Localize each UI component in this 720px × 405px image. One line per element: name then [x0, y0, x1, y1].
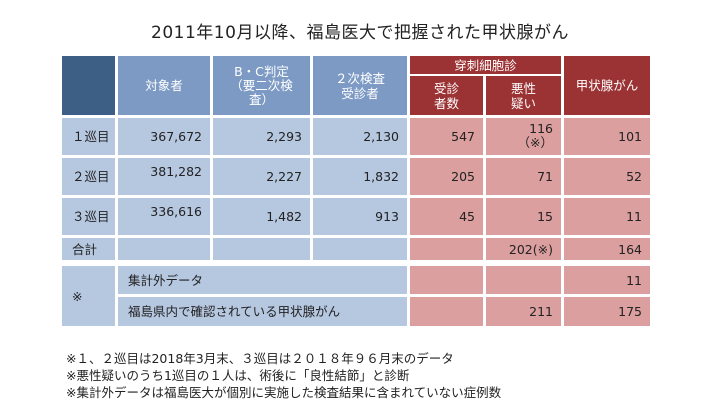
row3-fna: 45 [410, 198, 483, 235]
header-malignant-line2: 疑い [510, 95, 536, 111]
outside-malignant [486, 266, 561, 294]
total-fna [410, 238, 483, 260]
outside-fna [410, 266, 483, 294]
row2-second: 1,832 [313, 158, 407, 195]
header-bc-line1: B・C判定 [234, 63, 289, 79]
total-cancer: 164 [564, 238, 650, 260]
header-cancer: 甲状腺がん [564, 56, 650, 115]
header-second-line2: 受診者 [341, 85, 379, 101]
footnote-3: ※集計外データは福島医大が個別に実施した検査結果に含まれていない症例数 [66, 385, 502, 400]
row1-malignant-value: 116 [529, 121, 553, 136]
row2-fna: 205 [410, 158, 483, 195]
row3-second: 913 [313, 198, 407, 235]
row3-target: 336,616 [118, 198, 210, 235]
row3-malignant: 15 [486, 198, 561, 235]
row1-second: 2,130 [313, 118, 407, 155]
header-malignant: 悪性 疑い [486, 76, 561, 115]
row3-label: ３巡目 [62, 198, 115, 235]
row1-bc: 2,293 [213, 118, 310, 155]
header-corner [62, 56, 115, 115]
row1-cancer: 101 [564, 118, 650, 155]
header-target: 対象者 [118, 56, 210, 115]
outside-data-label: 集計外データ [118, 266, 407, 294]
header-fna-exam-line2: 者数 [433, 95, 459, 111]
row2-cancer: 52 [564, 158, 650, 195]
pref-malignant: 211 [486, 297, 561, 326]
row2-malignant: 71 [486, 158, 561, 195]
header-bc-line2: （要二次検 [230, 77, 293, 93]
total-malignant: 202(※) [486, 238, 561, 260]
pref-fna [410, 297, 483, 326]
header-malignant-line1: 悪性 [510, 80, 536, 96]
row1-malignant-note: （※） [517, 135, 553, 150]
pref-label: 福島県内で確認されている甲状腺がん [118, 297, 407, 326]
row2-label: ２巡目 [62, 158, 115, 195]
total-label: 合計 [62, 238, 115, 260]
total-second [313, 238, 407, 260]
pref-cancer: 175 [564, 297, 650, 326]
total-target [118, 238, 210, 260]
header-fna-label: 穿刺細胞診 [454, 57, 517, 73]
header-fna-exam: 受診 者数 [410, 76, 483, 115]
row1-target: 367,672 [118, 118, 210, 155]
header-target-label: 対象者 [145, 78, 183, 93]
header-bc: B・C判定 （要二次検 査） [213, 56, 310, 115]
row1-malignant: 116 （※） [486, 118, 561, 155]
row1-label: １巡目 [62, 118, 115, 155]
total-bc [213, 238, 310, 260]
row3-cancer: 11 [564, 198, 650, 235]
header-cancer-label: 甲状腺がん [575, 78, 639, 93]
footnote-2: ※悪性疑いのうち1巡目の１人は、術後に「良性結節」と診断 [66, 368, 410, 383]
footnote-1: ※１、２巡目は2018年3月末、３巡目は２０１８年９６月末のデータ [66, 351, 454, 366]
extra-mark: ※ [62, 266, 115, 326]
row3-bc: 1,482 [213, 198, 310, 235]
header-fna-exam-line1: 受診 [433, 80, 459, 96]
header-second-exam: ２次検査 受診者 [313, 56, 407, 115]
header-bc-line3: 査） [248, 91, 274, 107]
row1-fna: 547 [410, 118, 483, 155]
page-title: 2011年10月以降、福島医大で把握された甲状腺がん [151, 23, 569, 43]
row2-target: 381,282 [118, 158, 210, 195]
header-fna: 穿刺細胞診 [410, 56, 561, 74]
row2-bc: 2,227 [213, 158, 310, 195]
header-second-line1: ２次検査 [334, 70, 385, 86]
outside-cancer: 11 [564, 266, 650, 294]
